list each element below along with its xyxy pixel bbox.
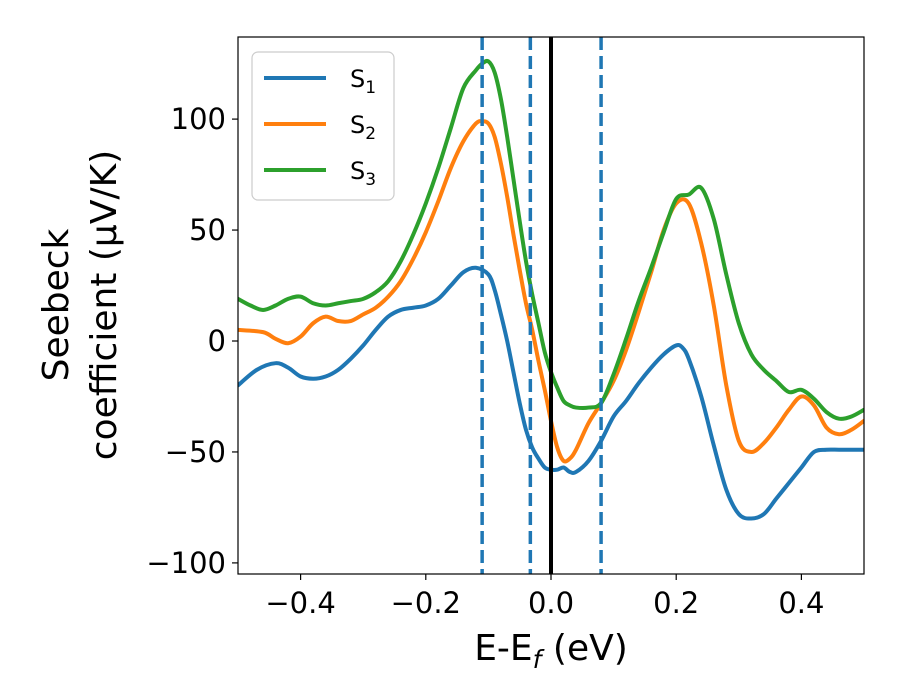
legend: S1 S2 S3 (251, 51, 395, 201)
series-line-s3 (238, 58, 864, 421)
series-line-s1 (238, 265, 864, 521)
series-layer (238, 58, 864, 521)
y-axis-label-line1: Seebeck (36, 228, 77, 381)
legend-label-s1: S1 (350, 65, 376, 98)
x-axis-label-main: E-E (474, 628, 532, 669)
y-axis-label: Seebeck coefficient (μV/K) (36, 150, 125, 460)
y-tick-label: 0 (208, 324, 226, 358)
x-tick-label: −0.2 (391, 586, 461, 620)
legend-label-s3: S3 (350, 157, 376, 190)
y-tick-label: −50 (165, 435, 226, 469)
x-tick-label: −0.4 (265, 586, 335, 620)
x-axis-label: E-Ef (eV) (474, 628, 628, 674)
vline-layer (480, 37, 603, 574)
x-tick-label: 0.0 (528, 586, 574, 620)
x-tick-label: 0.2 (653, 586, 699, 620)
y-tick-label: 100 (171, 102, 226, 136)
x-tick-label: 0.4 (778, 586, 824, 620)
x-axis-label-unit: (eV) (541, 628, 627, 669)
x-axis: −0.4 −0.2 0.0 0.2 0.4 (265, 574, 824, 620)
y-axis: −100 −50 0 50 100 (146, 102, 238, 580)
y-tick-label: −100 (146, 546, 226, 580)
series-line-s2 (238, 119, 864, 464)
y-tick-label: 50 (189, 213, 226, 247)
y-axis-label-line2: coefficient (μV/K) (84, 150, 125, 460)
legend-label-s2: S2 (350, 111, 376, 144)
